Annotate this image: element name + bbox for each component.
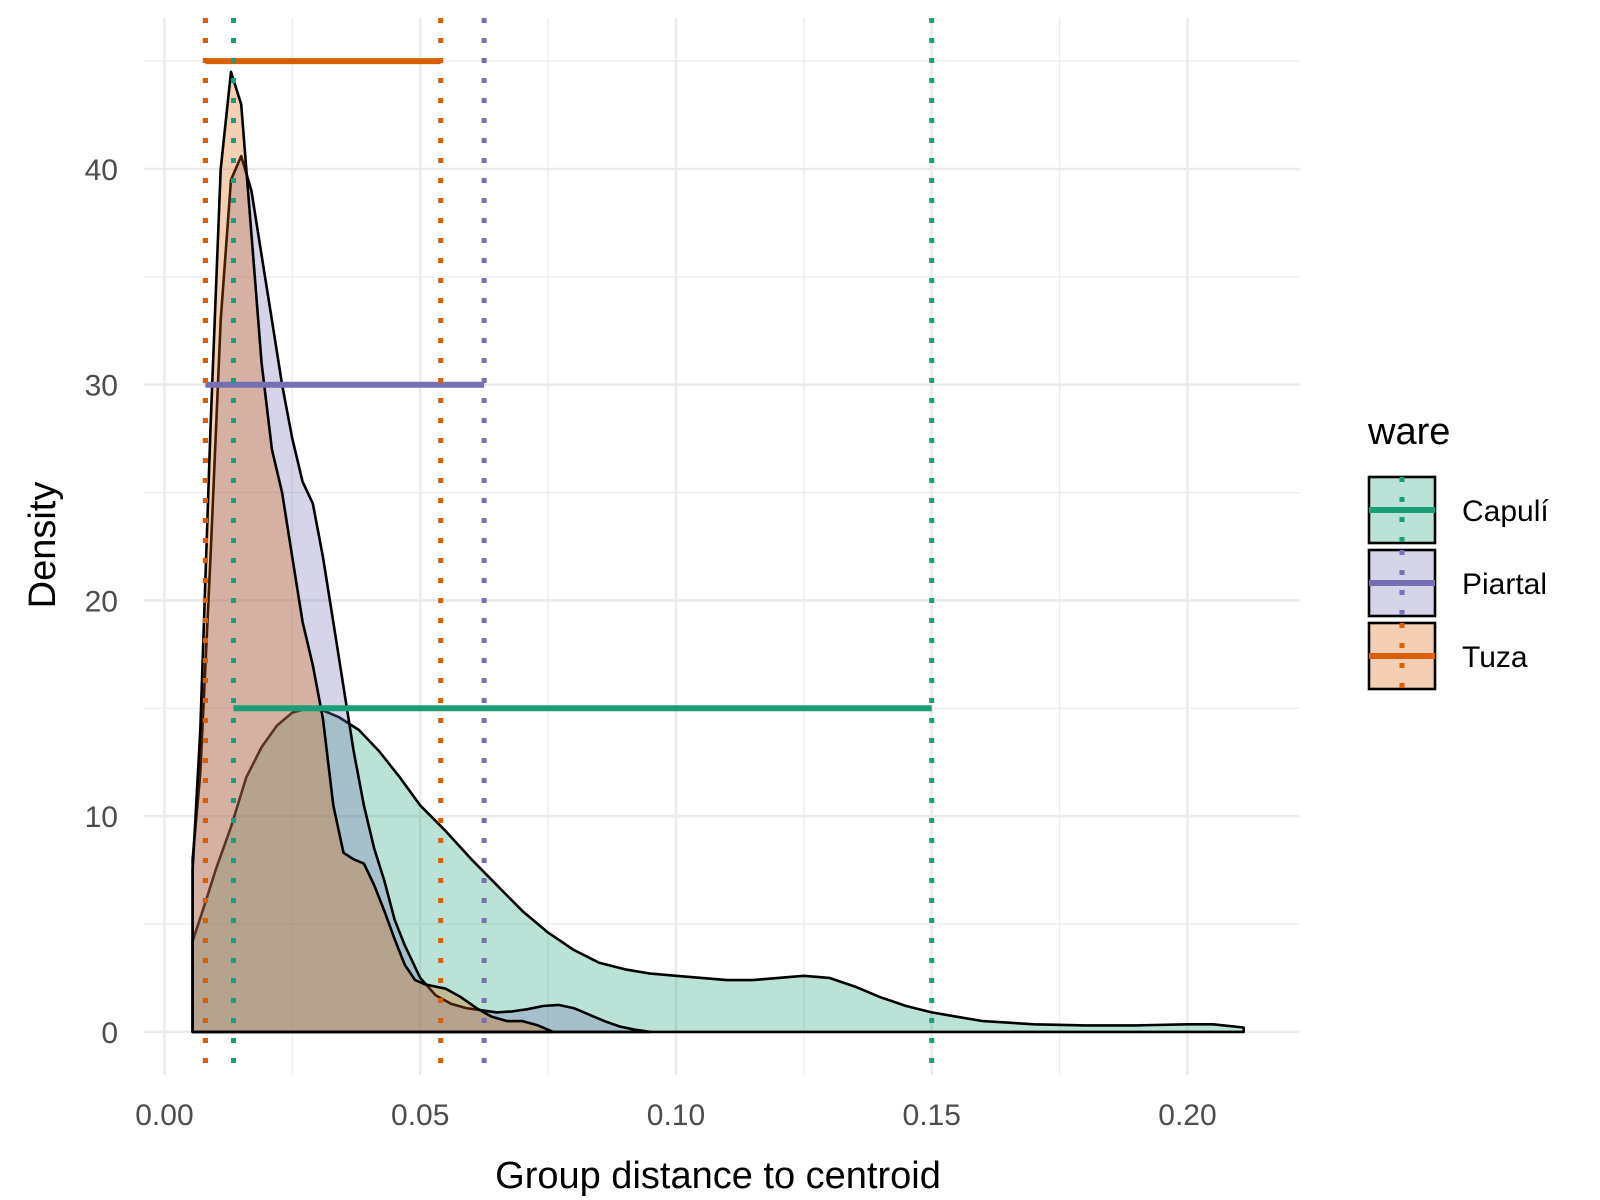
y-tick-label: 20 [85, 585, 118, 618]
x-tick-label: 0.20 [1158, 1099, 1216, 1132]
legend-title: ware [1367, 411, 1450, 453]
vertical-reference-lines [202, 18, 935, 1075]
density-area-3 [191, 70, 555, 1034]
y-tick-label: 10 [85, 801, 118, 834]
y-tick-label: 0 [101, 1017, 118, 1050]
density-area-1 [191, 707, 1245, 1034]
legend-item-1: Capulí [1367, 475, 1549, 545]
x-axis-title: Group distance to centroid [495, 1155, 941, 1197]
legend-label: Capulí [1462, 495, 1549, 528]
x-tick-label: 0.15 [903, 1099, 961, 1132]
x-tick-label: 0.05 [391, 1099, 449, 1132]
legend-item-3: Tuza [1367, 621, 1528, 691]
range-bars [205, 58, 932, 712]
y-axis-title: Density [22, 482, 64, 609]
y-tick-label: 30 [85, 370, 118, 403]
y-tick-label: 40 [85, 154, 118, 187]
x-tick-label: 0.10 [647, 1099, 705, 1132]
x-tick-label: 0.00 [135, 1099, 193, 1132]
axis-tick-labels: 0.00 0.05 0.10 0.15 0.20 0 10 20 30 40 [85, 154, 1217, 1132]
legend: ware Capulí Piartal Tuza [1367, 411, 1549, 691]
legend-label: Tuza [1462, 641, 1528, 674]
density-areas [191, 70, 1245, 1034]
legend-item-2: Piartal [1367, 548, 1547, 618]
legend-label: Piartal [1462, 568, 1547, 601]
